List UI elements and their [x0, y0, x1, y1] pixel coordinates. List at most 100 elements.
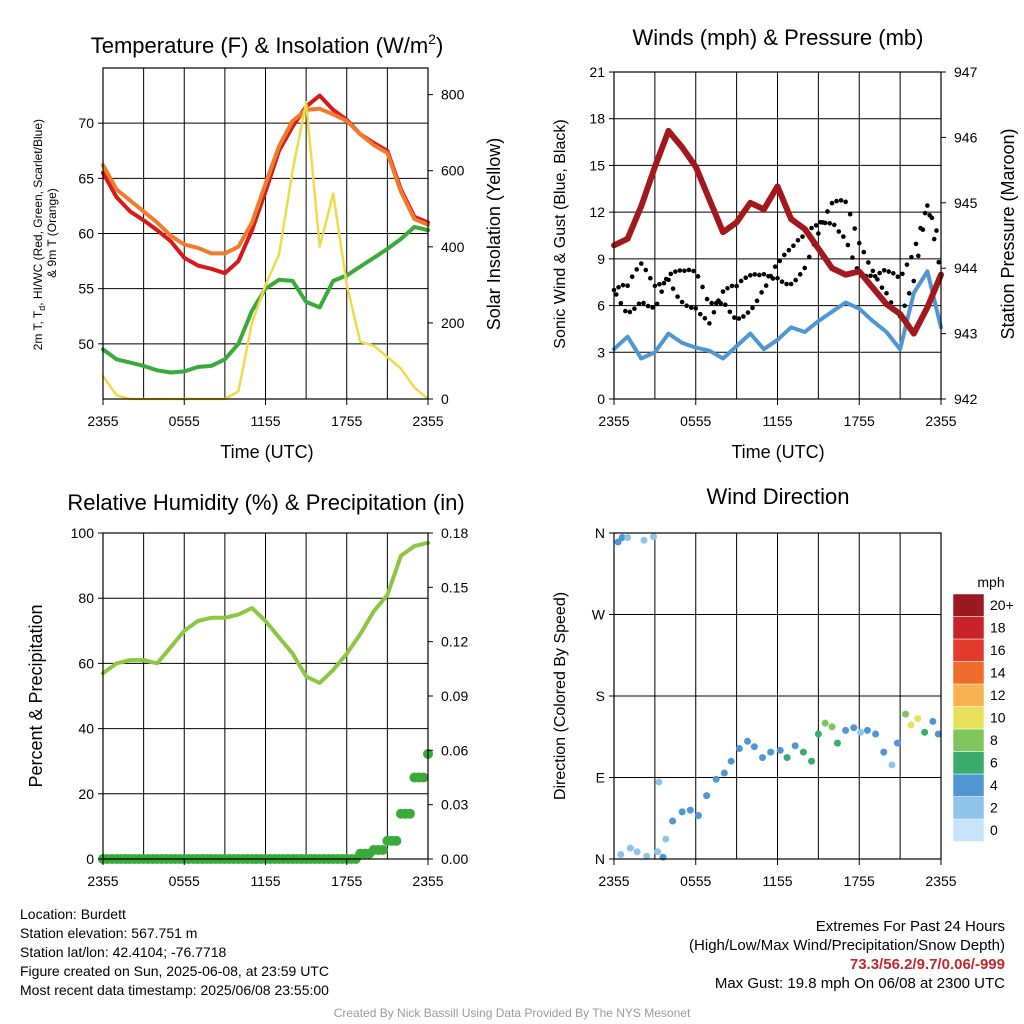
y-tick-label: 0 [597, 391, 605, 407]
plot-frame [102, 67, 429, 400]
y-tick-label: 100 [71, 525, 95, 541]
y-right-tick-label: 944 [954, 260, 978, 276]
temperature-x-axis-label: Time (UTC) [220, 442, 313, 462]
y-right-tick-label: 0.03 [441, 797, 468, 813]
y-tick-label: E [596, 770, 605, 786]
x-tick-label: 1755 [331, 873, 362, 889]
direction-point [821, 719, 829, 727]
direction-point [850, 724, 858, 732]
gust-point [856, 240, 862, 246]
direction-point [633, 848, 641, 856]
y-right-tick-label: 945 [954, 195, 978, 211]
y-tick-label: 12 [589, 204, 605, 220]
y-right-tick-label: 600 [441, 163, 465, 179]
y-tick-label: 15 [589, 157, 605, 173]
elevation-text: Station elevation: 567.751 m [20, 925, 198, 941]
y-right-tick-label: 0.15 [441, 579, 468, 595]
extremes-info: Extremes For Past 24 Hours (High/Low/Max… [689, 917, 1005, 993]
gust-point [788, 281, 794, 287]
gust-point [707, 321, 712, 326]
extremes-subtitle: (High/Low/Max Wind/Precipitation/Snow De… [689, 937, 1005, 954]
gust-point [625, 283, 630, 289]
gust-point [922, 210, 928, 216]
direction-point [655, 778, 663, 786]
direction-point [929, 717, 937, 725]
gust-point [934, 228, 939, 233]
gust-point [648, 275, 653, 281]
gust-point [673, 269, 678, 274]
gust-point [827, 221, 833, 226]
y-tick-label: 0 [86, 851, 94, 867]
direction-point [703, 792, 711, 800]
gust-point [661, 280, 667, 286]
direction-point [902, 710, 910, 718]
legend-label: 6 [990, 755, 998, 771]
gust-point [822, 220, 828, 226]
direction-point [880, 748, 888, 756]
direction-point [744, 737, 752, 745]
direction-point [783, 754, 791, 762]
direction-point [650, 533, 658, 541]
gust-point [750, 305, 755, 311]
direction-point [686, 806, 694, 814]
gust-point [911, 278, 917, 284]
gust-point [825, 209, 830, 214]
y-right-tick-label: 0.18 [441, 525, 468, 541]
legend-swatch [952, 616, 985, 640]
direction-point [617, 850, 625, 858]
direction-point [614, 538, 622, 546]
y-tick-label: 50 [78, 336, 94, 352]
gust-point [634, 267, 640, 272]
y-tick-label: 60 [78, 655, 94, 671]
x-tick-label: 2355 [87, 413, 118, 429]
legend-label: 18 [990, 620, 1006, 636]
gust-point [782, 252, 787, 258]
legend-swatch [952, 728, 985, 752]
wind-speed-legend: mph 0 2 4 6 8 10 12 14 16 18 20+ [952, 574, 1014, 842]
direction-point [643, 852, 651, 860]
gust-point [925, 203, 930, 208]
gust-point [754, 298, 760, 304]
y-right-tick-label: 400 [441, 239, 465, 255]
plot-frame [613, 71, 942, 400]
gust-point [718, 300, 724, 306]
direction-point [799, 748, 807, 756]
gust-point [711, 309, 717, 315]
gust-point [657, 281, 662, 287]
plot-frame [613, 532, 942, 860]
x-tick-label: 0555 [680, 873, 711, 889]
gust-point [831, 222, 837, 228]
gust-point [806, 254, 812, 260]
gust-point [779, 279, 785, 285]
gust-point [777, 258, 783, 264]
y-tick-label: 80 [78, 590, 94, 606]
gust-point [632, 306, 637, 312]
gust-point [900, 271, 905, 277]
direction-point [624, 534, 632, 542]
gust-point [670, 286, 676, 291]
legend-swatch [952, 796, 985, 820]
x-tick-label: 1755 [844, 873, 875, 889]
pressure-y-axis-label: Station Pressure (Maroon) [998, 128, 1018, 339]
direction-point [814, 730, 822, 738]
direction-point [659, 853, 667, 861]
humidity-y-axis-label: Percent & Precipitation [26, 604, 46, 787]
y-right-tick-label: 943 [954, 326, 978, 342]
legend-title: mph [977, 574, 1004, 590]
x-tick-label: 1755 [331, 413, 362, 429]
gust-point [868, 273, 873, 279]
gust-point [688, 305, 694, 310]
legend-label: 14 [990, 665, 1006, 681]
gust-point [618, 300, 624, 306]
station-info: Location: Burdett Station elevation: 567… [20, 905, 329, 1000]
gust-point [770, 276, 776, 281]
gust-point [659, 289, 664, 294]
y-tick-label: 6 [597, 298, 605, 314]
gust-point [816, 231, 821, 236]
gust-point [931, 236, 937, 242]
gust-point [886, 269, 892, 274]
latlon-text: Station lat/lon: 42.4104; -76.7718 [20, 944, 227, 960]
recent-data-text: Most recent data timestamp: 2025/06/08 2… [20, 982, 329, 998]
x-tick-label: 0555 [680, 413, 711, 429]
series-station-pressure [611, 127, 944, 337]
